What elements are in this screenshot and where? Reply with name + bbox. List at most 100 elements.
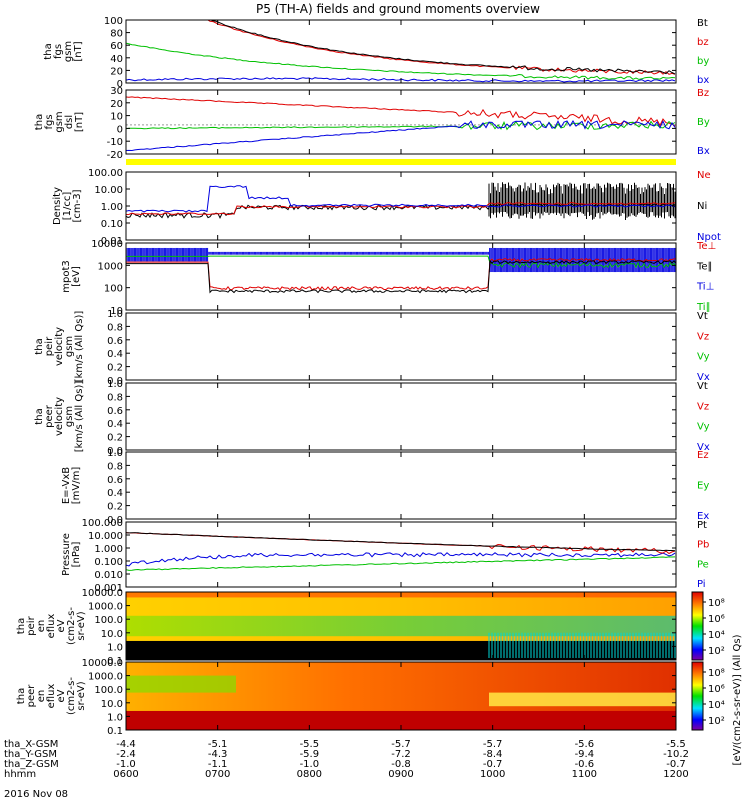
orbit-value: -7.2	[391, 749, 411, 760]
legend-Ex: Ex	[697, 511, 709, 522]
colorbar-tick: 10⁴	[708, 630, 725, 641]
y-tick-label: 0.4	[107, 488, 123, 499]
y-axis-label: E=-VxB	[61, 467, 72, 504]
y-tick-label: 0.6	[107, 406, 123, 417]
legend-Te∥: Te∥	[696, 261, 713, 272]
panel-peer_spec: 10000.0 1000.0 100.0 10.0 1.0 0.1 tha peer en efl…	[16, 658, 677, 737]
y-axis-label: tha	[16, 618, 27, 634]
y-tick-label: -20	[107, 150, 123, 161]
y-axis-label: [eV]	[71, 266, 82, 287]
y-axis-label: gsm	[63, 41, 74, 62]
colorbar-peer-gradient	[692, 662, 703, 730]
orbit-value: 0900	[388, 769, 413, 780]
orbit-row-label: tha_Z-GSM	[4, 759, 59, 770]
legend-Vy: Vy	[697, 422, 710, 433]
legend-bz: bz	[697, 37, 709, 48]
y-tick-label: 100	[104, 284, 123, 295]
orbit-value: 1100	[572, 769, 597, 780]
legend-Ez: Ez	[697, 450, 709, 461]
date-label: 2016 Nov 08	[4, 789, 68, 800]
colorbar-tick: 10²	[708, 716, 725, 727]
orbit-value: -4.4	[116, 739, 136, 750]
y-tick-label: -10	[107, 137, 123, 148]
y-axis-label: sr-eV)	[76, 681, 87, 710]
orbit-value: -0.7	[483, 759, 503, 770]
spec-band	[126, 615, 676, 637]
y-axis-label: peir	[26, 615, 37, 635]
legend-Vx: Vx	[697, 442, 710, 453]
orbit-value: -0.6	[575, 759, 595, 770]
y-tick-label: 60	[110, 41, 123, 52]
legend-Vz: Vz	[697, 331, 709, 342]
orbit-value: -1.0	[116, 759, 136, 770]
y-tick-label: 0	[117, 79, 123, 90]
y-tick-label: 0.010	[94, 570, 123, 581]
legend-Vt: Vt	[697, 311, 708, 322]
y-tick-label: 100.00	[88, 168, 123, 179]
panel-peer_velocity: 1.0 0.8 0.6 0.4 0.2 0.0 tha peer velocity gsm [km/…	[34, 379, 710, 457]
y-axis-label: peer	[26, 684, 37, 708]
legend-Ni: Ni	[697, 201, 707, 212]
y-tick-label: 1.0	[107, 712, 123, 723]
legend-Te⊥: Te⊥	[696, 241, 716, 252]
orbit-value: -5.1	[208, 739, 228, 750]
legend-Ti⊥: Ti⊥	[696, 282, 714, 293]
y-axis-label: en	[36, 690, 47, 703]
orbit-row-label: tha_Y-GSM	[4, 749, 57, 760]
y-axis-label: peer	[44, 404, 55, 428]
colorbar-peir-gradient	[692, 592, 703, 660]
By-trace	[125, 120, 676, 131]
legend-bx: bx	[697, 75, 709, 86]
colorbar-tick: 10⁶	[708, 614, 725, 625]
orbit-value: -8.4	[483, 749, 503, 760]
orbit-value: -1.0	[300, 759, 320, 770]
legend-Vz: Vz	[697, 401, 709, 412]
y-tick-label: 20	[110, 66, 123, 77]
orbit-value: -5.5	[666, 739, 686, 750]
panel-temperature: 10000 1000 100 10 mpot3 [eV] Te⊥ Te∥ Ti⊥ Ti∥	[61, 239, 716, 317]
Te-perp-trace	[126, 257, 676, 291]
y-tick-label: 20	[110, 99, 123, 110]
y-axis-label: [1/cc]	[62, 192, 73, 221]
y-tick-label: 30	[110, 86, 123, 97]
spec-mid-band	[489, 692, 676, 707]
colorbar-label: [eV/(cm2-s-sr-eV)] (All Qs)	[732, 634, 743, 765]
y-axis-label: dsl	[64, 115, 75, 129]
y-axis-label: [km/s (All Qs)]	[74, 381, 85, 453]
Pt-trace	[125, 532, 676, 552]
legend-Vt: Vt	[697, 381, 708, 392]
orbit-value: -0.7	[666, 759, 686, 770]
y-axis-label: peir	[44, 336, 55, 356]
y-axis-label: eV	[56, 689, 67, 702]
y-axis-label: Pressure	[61, 533, 72, 576]
orbit-row-label: hhmm	[4, 769, 36, 780]
Bx-trace	[125, 120, 676, 152]
y-axis-label: gsm	[54, 111, 65, 132]
orbit-value: 0700	[205, 769, 230, 780]
y-tick-label: 1.0	[107, 309, 123, 320]
plot-title: P5 (TH-A) fields and ground moments over…	[256, 2, 540, 16]
panel-frame	[125, 382, 677, 451]
orbit-value: -0.8	[391, 759, 411, 770]
y-tick-label: 1.0	[107, 379, 123, 390]
orbit-value: -5.9	[300, 749, 320, 760]
y-tick-label: 10.0	[101, 629, 123, 640]
orbit-value: -10.2	[663, 749, 689, 760]
y-tick-label: 0.1	[107, 656, 123, 667]
y-axis-label: [mV/m]	[71, 467, 82, 505]
y-tick-label: 0	[117, 124, 123, 135]
panel-peir_spec: 10000.0 1000.0 100.0 10.0 1.0 0.1 tha peir en efl…	[16, 588, 677, 667]
orbit-row-label: tha_X-GSM	[4, 739, 58, 750]
y-axis-label: tha	[34, 408, 45, 424]
y-tick-label: 1000.0	[88, 602, 123, 613]
legend-Pt: Pt	[697, 520, 707, 531]
panel-pressure: 100.000 10.000 1.000 0.100 0.010 0.001 Pressur…	[61, 518, 709, 594]
y-tick-label: 0.4	[107, 419, 123, 430]
legend-Ti∥: Ti∥	[696, 302, 711, 313]
y-tick-label: 1.00	[101, 202, 123, 213]
y-tick-label: 0.001	[94, 583, 123, 594]
Ne-trace	[125, 201, 676, 216]
legend-Vx: Vx	[697, 372, 710, 383]
